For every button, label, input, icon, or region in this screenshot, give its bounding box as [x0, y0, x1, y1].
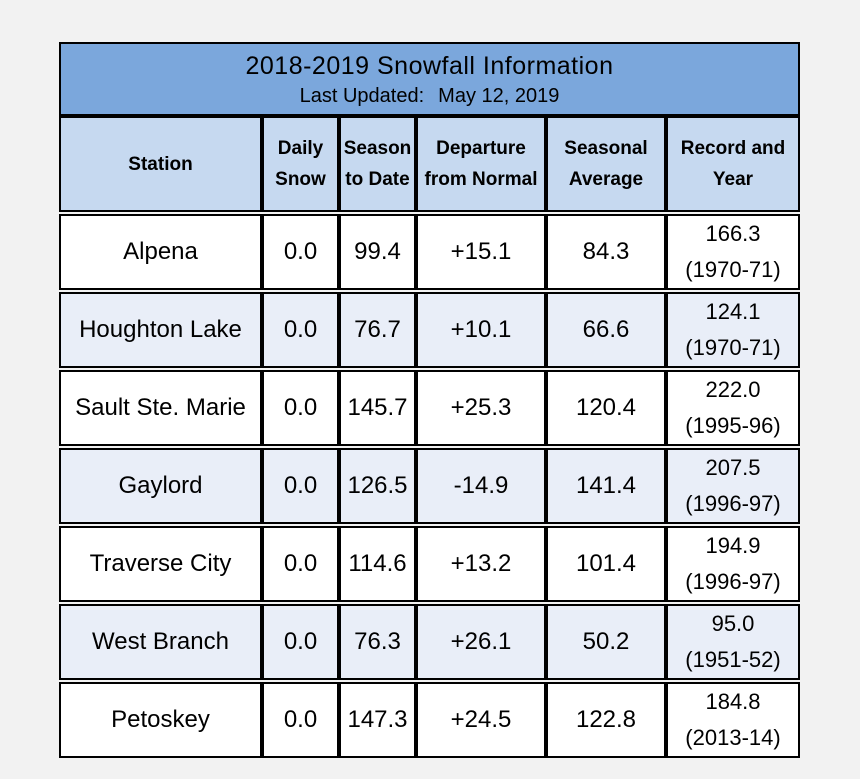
record-value: 95.0	[711, 611, 755, 636]
record-cell: 194.9 (1996-97)	[666, 526, 800, 602]
table-row: Sault Ste. Marie 0.0 145.7 +25.3 120.4 222.0 (…	[59, 370, 800, 446]
departure-cell: +13.2	[416, 526, 546, 602]
record-year: (1970-71)	[685, 257, 781, 282]
departure-cell: +10.1	[416, 292, 546, 368]
record-year: (1996-97)	[685, 491, 781, 516]
season-to-date-cell: 145.7	[339, 370, 416, 446]
seasonal-average-cell: 101.4	[546, 526, 666, 602]
table-row: West Branch 0.0 76.3 +26.1 50.2 95.0 (1951-52)	[59, 604, 800, 680]
daily-snow-cell: 0.0	[262, 448, 339, 524]
station-cell: Alpena	[59, 214, 262, 290]
station-cell: Gaylord	[59, 448, 262, 524]
daily-snow-cell: 0.0	[262, 682, 339, 758]
season-to-date-cell: 99.4	[339, 214, 416, 290]
daily-snow-cell: 0.0	[262, 526, 339, 602]
station-cell: West Branch	[59, 604, 262, 680]
station-cell: Houghton Lake	[59, 292, 262, 368]
departure-cell: -14.9	[416, 448, 546, 524]
departure-cell: +15.1	[416, 214, 546, 290]
record-value: 207.5	[705, 455, 761, 480]
record-cell: 207.5 (1996-97)	[666, 448, 800, 524]
station-cell: Traverse City	[59, 526, 262, 602]
header-departure: Departure from Normal	[416, 116, 546, 212]
departure-cell: +24.5	[416, 682, 546, 758]
title-banner: 2018-2019 Snowfall Information Last Upda…	[59, 42, 800, 116]
record-year: (1996-97)	[685, 569, 781, 594]
record-cell: 222.0 (1995-96)	[666, 370, 800, 446]
last-updated-label: Last Updated:	[299, 85, 425, 107]
seasonal-average-cell: 120.4	[546, 370, 666, 446]
station-cell: Petoskey	[59, 682, 262, 758]
snowfall-table: Station Daily Snow Season to Date Departur…	[59, 116, 800, 758]
record-value: 222.0	[705, 377, 761, 402]
table-row: Alpena 0.0 99.4 +15.1 84.3 166.3 (1970-71)	[59, 214, 800, 290]
record-value: 166.3	[705, 221, 761, 246]
season-to-date-cell: 147.3	[339, 682, 416, 758]
daily-snow-cell: 0.0	[262, 604, 339, 680]
station-cell: Sault Ste. Marie	[59, 370, 262, 446]
record-cell: 95.0 (1951-52)	[666, 604, 800, 680]
seasonal-average-cell: 122.8	[546, 682, 666, 758]
header-daily-snow: Daily Snow	[262, 116, 339, 212]
daily-snow-cell: 0.0	[262, 292, 339, 368]
daily-snow-cell: 0.0	[262, 370, 339, 446]
record-cell: 184.8 (2013-14)	[666, 682, 800, 758]
season-to-date-cell: 76.3	[339, 604, 416, 680]
record-value: 184.8	[705, 689, 761, 714]
table-title: 2018-2019 Snowfall Information	[245, 52, 614, 80]
record-year: (2013-14)	[685, 725, 781, 750]
record-year: (1970-71)	[685, 335, 781, 360]
seasonal-average-cell: 50.2	[546, 604, 666, 680]
header-station: Station	[59, 116, 262, 212]
season-to-date-cell: 114.6	[339, 526, 416, 602]
record-value: 194.9	[705, 533, 761, 558]
header-row: Station Daily Snow Season to Date Departur…	[59, 116, 800, 212]
record-cell: 124.1 (1970-71)	[666, 292, 800, 368]
table-row: Traverse City 0.0 114.6 +13.2 101.4 194.9 (199…	[59, 526, 800, 602]
record-year: (1995-96)	[685, 413, 781, 438]
departure-cell: +26.1	[416, 604, 546, 680]
table-row: Houghton Lake 0.0 76.7 +10.1 66.6 124.1 (1970-…	[59, 292, 800, 368]
departure-cell: +25.3	[416, 370, 546, 446]
daily-snow-cell: 0.0	[262, 214, 339, 290]
season-to-date-cell: 126.5	[339, 448, 416, 524]
snowfall-sheet: 2018-2019 Snowfall Information Last Upda…	[59, 42, 800, 758]
last-updated-date: May 12, 2019	[438, 85, 560, 107]
table-row: Petoskey 0.0 147.3 +24.5 122.8 184.8 (2013-14)	[59, 682, 800, 758]
header-seasonal-average: Seasonal Average	[546, 116, 666, 212]
seasonal-average-cell: 66.6	[546, 292, 666, 368]
season-to-date-cell: 76.7	[339, 292, 416, 368]
seasonal-average-cell: 141.4	[546, 448, 666, 524]
last-updated: Last Updated: May 12, 2019	[61, 85, 798, 108]
record-year: (1951-52)	[685, 647, 781, 672]
table-row: Gaylord 0.0 126.5 -14.9 141.4 207.5 (1996-97)	[59, 448, 800, 524]
table-body: Alpena 0.0 99.4 +15.1 84.3 166.3 (1970-71) Houg…	[59, 214, 800, 758]
record-value: 124.1	[705, 299, 761, 324]
seasonal-average-cell: 84.3	[546, 214, 666, 290]
header-record-year: Record and Year	[666, 116, 800, 212]
header-season-to-date: Season to Date	[339, 116, 416, 212]
record-cell: 166.3 (1970-71)	[666, 214, 800, 290]
